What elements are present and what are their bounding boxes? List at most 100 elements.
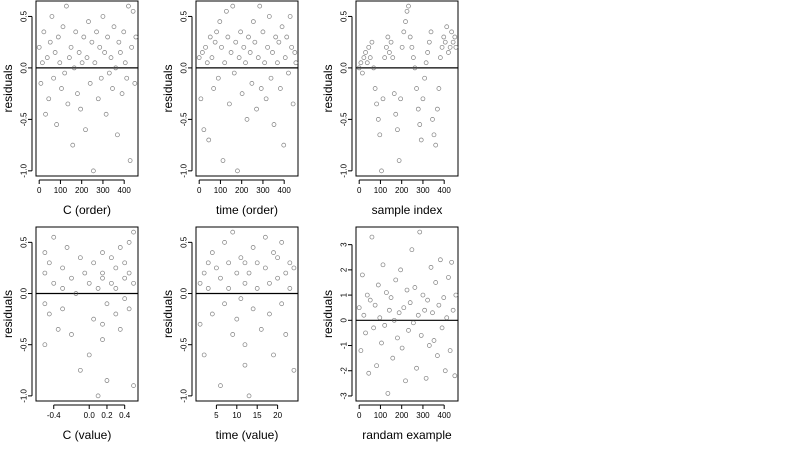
data-point xyxy=(41,29,47,35)
data-point xyxy=(425,50,430,55)
data-point xyxy=(367,55,373,60)
data-point xyxy=(214,29,219,35)
data-point xyxy=(452,34,458,40)
data-point xyxy=(436,302,442,308)
data-point xyxy=(91,168,96,174)
data-point xyxy=(391,317,397,323)
y-tick-label: 0.5 xyxy=(340,10,349,22)
data-point xyxy=(422,75,427,81)
data-point xyxy=(374,363,379,369)
data-point xyxy=(40,60,45,66)
data-point xyxy=(374,101,379,107)
data-point xyxy=(399,44,405,50)
data-point xyxy=(422,307,427,313)
data-point xyxy=(214,265,219,271)
data-point xyxy=(73,29,79,35)
data-point xyxy=(388,39,394,45)
data-point xyxy=(411,320,416,326)
data-point xyxy=(60,24,66,30)
data-point xyxy=(87,81,93,86)
data-point xyxy=(360,70,365,76)
data-point xyxy=(395,127,400,133)
data-point xyxy=(249,81,255,86)
data-point xyxy=(260,29,266,35)
data-point xyxy=(127,158,133,163)
data-point xyxy=(435,106,440,112)
y-tick-label: -1.0 xyxy=(180,388,189,402)
data-point xyxy=(36,44,42,50)
data-point xyxy=(132,81,138,86)
y-tick-label: 3 xyxy=(340,242,349,247)
data-point xyxy=(403,378,408,384)
data-point xyxy=(67,55,72,60)
data-point xyxy=(246,270,252,276)
y-tick-label: 0 xyxy=(340,318,349,323)
data-point xyxy=(258,86,264,91)
data-point xyxy=(250,245,256,250)
x-tick-label: 0 xyxy=(357,186,362,195)
data-point xyxy=(205,286,211,291)
data-point xyxy=(122,260,128,266)
x-tick-label: 20 xyxy=(273,411,282,420)
data-point xyxy=(218,383,223,388)
data-point xyxy=(442,368,448,374)
data-point xyxy=(122,275,128,281)
data-point xyxy=(121,29,127,35)
data-point xyxy=(279,24,285,30)
data-point xyxy=(387,307,392,313)
y-axis-title: residuals xyxy=(1,64,15,112)
data-point xyxy=(453,292,459,298)
data-point xyxy=(367,297,373,303)
data-point xyxy=(238,29,243,35)
data-point xyxy=(388,295,394,300)
data-point xyxy=(271,122,277,127)
data-point xyxy=(447,44,453,50)
data-point xyxy=(204,60,210,66)
data-point xyxy=(279,301,285,307)
data-point xyxy=(279,240,285,245)
y-tick-label: -3 xyxy=(340,392,349,400)
y-tick-label: -0.5 xyxy=(340,112,349,126)
data-point xyxy=(60,265,65,271)
data-point xyxy=(387,50,392,55)
data-point xyxy=(233,39,239,45)
data-point xyxy=(284,34,290,40)
x-tick-label: 100 xyxy=(374,411,388,420)
data-point xyxy=(104,378,110,383)
y-tick-label: 0.0 xyxy=(180,62,189,74)
x-axis-title: time (value) xyxy=(216,428,279,442)
data-point xyxy=(263,96,269,102)
y-axis-title: residuals xyxy=(161,290,175,338)
data-point xyxy=(239,91,245,96)
data-point xyxy=(423,375,429,381)
y-tick-label: -0.5 xyxy=(180,337,189,351)
data-point xyxy=(382,322,388,328)
data-point xyxy=(92,60,98,66)
data-point xyxy=(375,282,381,288)
data-point xyxy=(238,296,244,301)
data-point xyxy=(407,300,413,306)
x-axis-title: C (order) xyxy=(63,203,111,217)
data-point xyxy=(423,60,429,66)
data-point xyxy=(83,127,88,133)
data-point xyxy=(122,296,128,301)
data-point xyxy=(435,353,440,358)
data-point xyxy=(51,280,57,286)
data-point xyxy=(231,70,237,76)
x-tick-label: 400 xyxy=(118,186,132,195)
data-point xyxy=(55,34,61,40)
x-tick-label: 10 xyxy=(232,411,241,420)
plot-frame xyxy=(195,0,299,177)
data-point xyxy=(42,301,48,307)
data-point xyxy=(283,270,289,276)
data-point xyxy=(446,275,451,280)
data-point xyxy=(361,55,367,60)
data-point xyxy=(100,250,105,255)
data-point xyxy=(385,34,391,40)
data-point xyxy=(385,391,391,396)
data-point xyxy=(42,342,48,348)
data-point xyxy=(441,34,447,40)
data-point xyxy=(366,44,372,50)
data-point xyxy=(46,311,52,317)
data-point xyxy=(115,132,120,138)
